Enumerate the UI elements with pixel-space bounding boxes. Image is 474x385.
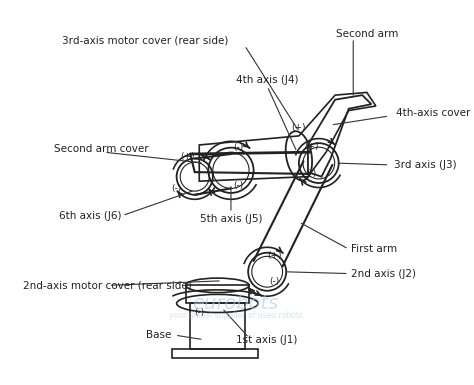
Text: (-): (-)	[233, 143, 243, 152]
Text: First arm: First arm	[351, 244, 398, 254]
Text: 2nd axis (J2): 2nd axis (J2)	[351, 269, 417, 279]
Text: 3rd-axis motor cover (rear side): 3rd-axis motor cover (rear side)	[62, 36, 228, 46]
Text: 1st axis (J1): 1st axis (J1)	[237, 335, 298, 345]
Text: (-): (-)	[172, 184, 182, 193]
Text: Base: Base	[146, 330, 171, 340]
Text: (-): (-)	[233, 181, 243, 191]
Text: 3rd axis (J3): 3rd axis (J3)	[394, 160, 456, 170]
Text: (+): (+)	[304, 142, 319, 151]
Text: 5th axis (J5): 5th axis (J5)	[200, 214, 262, 224]
Text: (-): (-)	[194, 308, 204, 317]
Text: Second arm cover: Second arm cover	[55, 144, 149, 154]
Text: 6th axis (J6): 6th axis (J6)	[59, 211, 122, 221]
Text: 4th axis (J4): 4th axis (J4)	[236, 75, 299, 85]
Text: 2nd-axis motor cover (rear side): 2nd-axis motor cover (rear side)	[23, 280, 191, 290]
Text: (+): (+)	[180, 152, 195, 161]
Text: your global supplier of used robots: your global supplier of used robots	[169, 311, 302, 320]
Text: (+): (+)	[292, 124, 306, 132]
Text: (-): (-)	[269, 278, 280, 286]
Text: Second arm: Second arm	[336, 30, 398, 39]
Text: (-): (-)	[306, 169, 317, 178]
Text: (+): (+)	[267, 251, 282, 260]
Text: 4th-axis cover: 4th-axis cover	[396, 108, 470, 118]
Text: eurobots: eurobots	[192, 294, 279, 313]
